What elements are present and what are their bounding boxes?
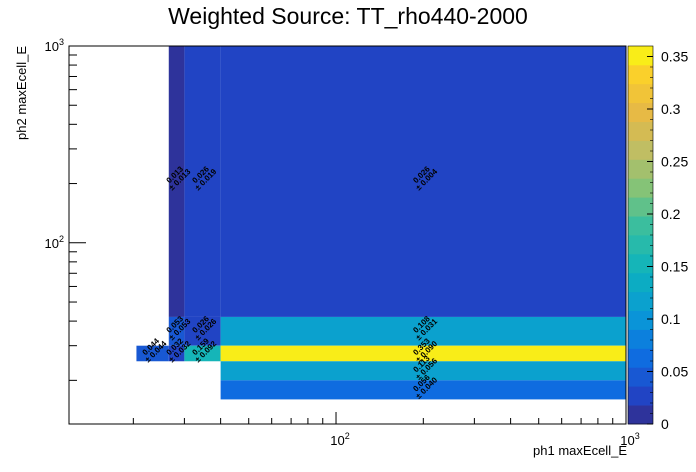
color-scale-label: 0.25 [661,154,688,170]
color-scale-band [628,386,653,406]
heatmap-cells [136,46,626,400]
color-scale-band [628,64,653,85]
color-scale-label: 0 [661,416,669,432]
color-scale-band [628,102,653,122]
x-tick-label: 103 [620,431,639,448]
heatmap-cell [220,46,626,317]
color-scale-band [628,272,653,293]
color-scale-band [628,291,653,311]
color-scale-band [628,310,653,330]
heatmap-cell [136,345,169,362]
color-scale-band [628,367,653,387]
heatmap-cell [184,316,221,346]
y-tick-label: 102 [45,234,64,251]
heatmap-cell [220,316,626,346]
color-scale-band [628,159,653,179]
color-scale-band [628,253,653,274]
color-scale-band [628,121,653,141]
heatmap-cell [168,46,185,317]
heatmap-cell [184,46,221,317]
heatmap-cell [220,345,626,362]
heatmap-cell [168,345,185,362]
color-scale: 0 0.05 0.1 0.15 0.2 0.25 0.3 0.35 [627,45,688,432]
plot-frame [68,45,627,425]
color-scale-band [628,348,653,368]
color-scale-band [628,140,653,160]
color-scale-label: 0.3 [661,101,681,117]
heatmap-cell [184,345,221,362]
heatmap-cell [220,380,626,400]
axes: 102 103 102 103 [45,37,640,448]
x-tick-label: 102 [330,431,349,448]
color-scale-band [628,178,653,198]
color-scale-band [628,216,653,236]
color-scale-label: 0.1 [661,311,681,327]
color-scale-band [628,405,653,425]
color-scale-label: 0.35 [661,49,688,65]
heatmap-cell [220,361,626,381]
color-scale-band [628,197,653,217]
color-scale-band [628,83,653,104]
color-scale-band [628,329,653,349]
color-scale-label: 0.05 [661,364,688,380]
color-scale-label: 0.2 [661,206,681,222]
y-axis-label: ph2 maxEcell_E [14,46,29,140]
y-tick-label: 103 [45,37,64,54]
heatmap-cell [168,316,185,346]
x-axis-label: ph1 maxEcell_E [533,443,627,458]
chart-title: Weighted Source: TT_rho440-2000 [168,3,528,29]
color-scale-label: 0.15 [661,259,688,275]
color-scale-band [628,46,653,66]
color-scale-band [628,235,653,255]
